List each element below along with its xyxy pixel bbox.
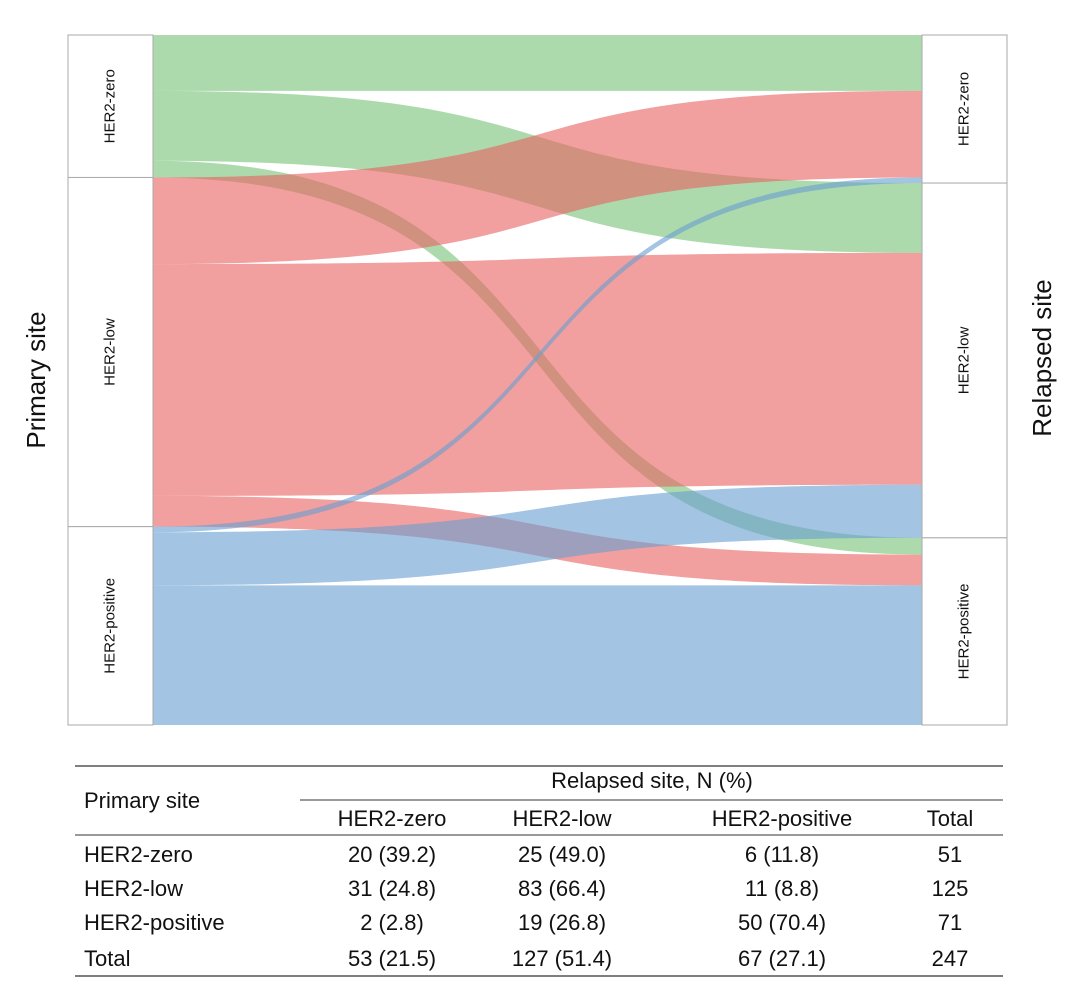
table-cell: 19 (26.8) xyxy=(518,910,606,935)
table-cell: 2 (2.8) xyxy=(360,910,424,935)
source-label: HER2-low xyxy=(101,318,118,386)
row-label: HER2-low xyxy=(84,876,183,901)
flows xyxy=(153,35,922,725)
target-node xyxy=(921,537,1008,726)
column-header: HER2-zero xyxy=(338,806,447,831)
target-label: HER2-positive xyxy=(955,583,972,679)
table-spanner: Relapsed site, N (%) xyxy=(551,768,753,793)
flow xyxy=(153,90,922,265)
source-node xyxy=(67,176,154,528)
table-cell: 50 (70.4) xyxy=(738,910,826,935)
nodes: HER2-zero HER2-low HER2-positive HER2-zero H… xyxy=(67,34,1008,726)
table-cell: 25 (49.0) xyxy=(518,842,606,867)
table: Primary site Relapsed site, N (%) HER2-z… xyxy=(75,765,1003,977)
table-cell: 247 xyxy=(932,946,969,971)
target-node xyxy=(921,182,1008,539)
source-node xyxy=(67,34,154,178)
source-node xyxy=(67,526,154,726)
table-cell: 31 (24.8) xyxy=(348,876,436,901)
table-header: Primary site xyxy=(84,788,200,813)
y-axis-label: Primary site xyxy=(21,311,51,448)
table-cell: 83 (66.4) xyxy=(518,876,606,901)
flow xyxy=(153,177,922,533)
column-header: HER2-low xyxy=(512,806,611,831)
target-label: HER2-low xyxy=(955,327,972,395)
row-label: HER2-positive xyxy=(84,910,225,935)
table-cell: 53 (21.5) xyxy=(348,946,436,971)
source-label: HER2-positive xyxy=(101,578,118,674)
y2-axis-label: Relapsed site xyxy=(1027,279,1057,437)
table-cell: 20 (39.2) xyxy=(348,842,436,867)
column-header: Total xyxy=(927,806,973,831)
table-cell: 6 (11.8) xyxy=(745,842,819,867)
table-cell: 11 (8.8) xyxy=(745,876,819,901)
flow xyxy=(153,484,922,586)
row-label: Total xyxy=(84,946,130,971)
table-cell: 71 xyxy=(938,910,962,935)
target-label: HER2-zero xyxy=(955,72,972,146)
table-cell: 125 xyxy=(932,876,969,901)
target-node xyxy=(921,34,1008,184)
flow xyxy=(153,252,922,496)
source-label: HER2-zero xyxy=(101,69,118,143)
flow xyxy=(153,585,922,725)
table-cell: 67 (27.1) xyxy=(738,946,826,971)
flow xyxy=(153,35,922,91)
table-cell: 51 xyxy=(938,842,962,867)
table-cell: 127 (51.4) xyxy=(512,946,612,971)
column-header: HER2-positive xyxy=(712,806,853,831)
row-label: HER2-zero xyxy=(84,842,193,867)
